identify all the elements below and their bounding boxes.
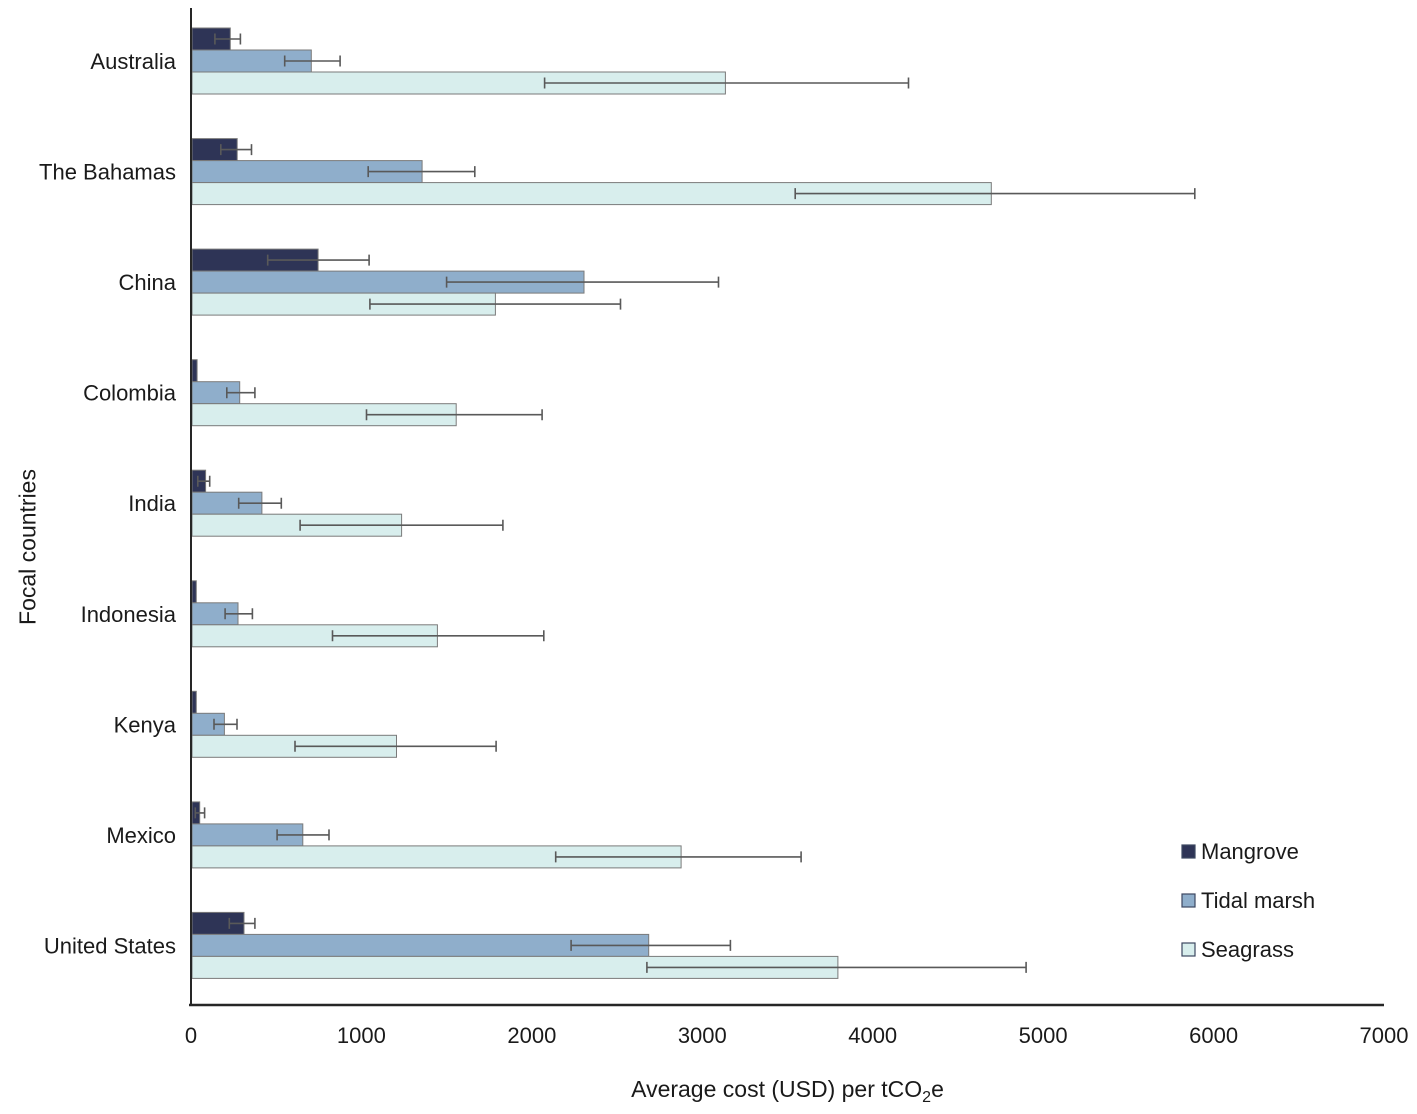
error-bar-seagrass-india (299, 519, 504, 531)
error-bar-seagrass-mexico (554, 851, 802, 863)
error-bar-seagrass-colombia (365, 409, 543, 421)
category-label-the-bahamas: The Bahamas (39, 160, 176, 185)
x-tick-label-5000: 5000 (1019, 1023, 1068, 1048)
error-bar-tidal-marsh-indonesia (224, 608, 254, 620)
category-label-kenya: Kenya (114, 712, 177, 737)
x-tick-label-4000: 4000 (848, 1023, 897, 1048)
error-bar-mangrove-australia (214, 33, 242, 45)
category-label-india: India (128, 491, 176, 516)
error-bar-tidal-marsh-india (237, 497, 283, 509)
x-tick-label-1000: 1000 (337, 1023, 386, 1048)
error-bar-seagrass-china (369, 298, 622, 310)
category-label-indonesia: Indonesia (81, 602, 177, 627)
legend-label-mangrove: Mangrove (1201, 839, 1299, 864)
category-label-australia: Australia (90, 49, 176, 74)
error-bar-tidal-marsh-the-bahamas (367, 166, 476, 178)
error-bar-mangrove-united-states (228, 917, 256, 929)
error-bar-tidal-marsh-mexico (276, 829, 330, 841)
error-bar-tidal-marsh-china (445, 276, 720, 288)
x-tick-label-6000: 6000 (1189, 1023, 1238, 1048)
x-axis-title: Average cost (USD) per tCO2e (191, 1076, 1384, 1106)
legend-swatch-seagrass (1181, 942, 1196, 957)
bar-mangrove-colombia (191, 359, 198, 383)
error-bar-mangrove-the-bahamas (220, 144, 253, 156)
bar-mangrove-kenya (191, 690, 197, 714)
legend-label-tidal-marsh: Tidal marsh (1201, 888, 1315, 913)
category-label-china: China (119, 270, 177, 295)
error-bar-mangrove-china (266, 254, 370, 266)
category-label-colombia: Colombia (83, 381, 177, 406)
error-bar-mangrove-india (197, 475, 211, 487)
x-tick-label-7000: 7000 (1360, 1023, 1409, 1048)
error-bar-tidal-marsh-australia (283, 55, 341, 67)
bar-mangrove-indonesia (191, 580, 197, 604)
legend-swatch-mangrove (1181, 844, 1196, 859)
error-bar-tidal-marsh-colombia (226, 387, 256, 399)
x-axis-title-text: Average cost (USD) per tCO (631, 1076, 923, 1102)
x-tick-label-0: 0 (185, 1023, 197, 1048)
error-bar-seagrass-the-bahamas (794, 188, 1196, 200)
legend-label-seagrass: Seagrass (1201, 937, 1294, 962)
error-bar-seagrass-indonesia (331, 630, 545, 642)
x-tick-label-3000: 3000 (678, 1023, 727, 1048)
category-label-united-states: United States (44, 933, 176, 958)
error-bar-seagrass-united-states (646, 961, 1027, 973)
error-bar-tidal-marsh-kenya (213, 718, 238, 730)
error-bar-seagrass-kenya (294, 740, 497, 752)
category-label-mexico: Mexico (106, 823, 176, 848)
x-axis-title-suffix: e (931, 1076, 944, 1102)
y-axis-title: Focal countries (14, 469, 41, 625)
legend-swatch-tidal-marsh (1181, 893, 1196, 908)
x-tick-label-2000: 2000 (507, 1023, 556, 1048)
error-bar-tidal-marsh-united-states (570, 939, 732, 951)
x-axis-title-subscript: 2 (922, 1089, 932, 1106)
error-bar-mangrove-mexico (194, 807, 206, 819)
error-bar-seagrass-australia (543, 77, 910, 89)
